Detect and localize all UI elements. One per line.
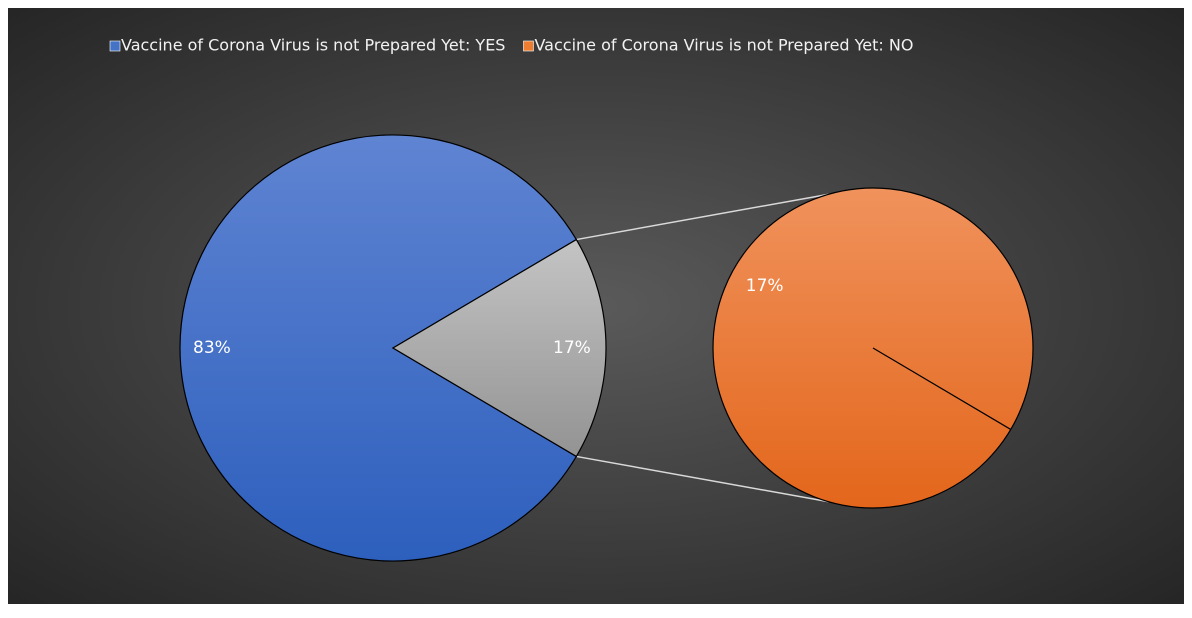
data-label: 17% [553, 338, 591, 358]
data-label: 83% [193, 338, 231, 358]
other-slice [391, 238, 607, 458]
data-label: 17% [746, 276, 784, 296]
legend-swatch [523, 40, 534, 52]
pie-slice [179, 134, 578, 562]
connector-line [576, 193, 829, 241]
legend-label: Vaccine of Corona Virus is not Prepared … [121, 36, 505, 55]
legend-label: Vaccine of Corona Virus is not Prepared … [534, 36, 913, 55]
legend-swatch [109, 40, 121, 52]
connector-line [576, 455, 829, 503]
slice-edge [872, 347, 1012, 430]
